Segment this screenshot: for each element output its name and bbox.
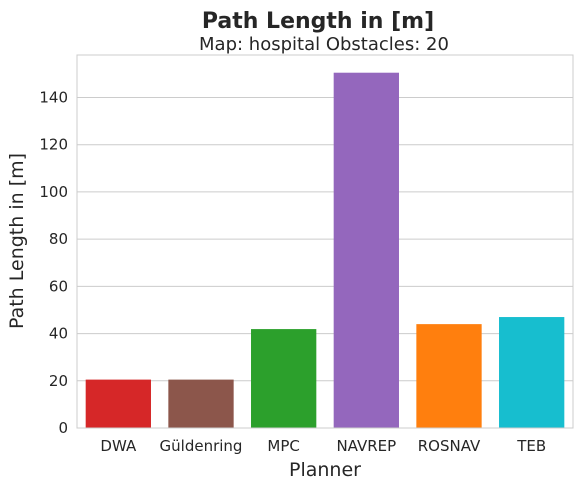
y-axis-ticks: 0 20 40 60 80 100 120 140 [39, 88, 68, 437]
y-tick-label: 100 [39, 183, 68, 201]
x-tick-label: NAVREP [336, 437, 396, 455]
x-tick-label: DWA [100, 437, 137, 455]
bar-teb [499, 317, 565, 428]
bar-g-ldenring [168, 379, 234, 428]
y-tick-label: 140 [39, 88, 68, 106]
bar-rosnav [416, 324, 482, 428]
y-tick-label: 120 [39, 136, 68, 154]
bar-series [85, 72, 565, 429]
y-tick-label: 40 [49, 325, 68, 343]
y-tick-label: 20 [49, 372, 68, 390]
bar-mpc [251, 329, 317, 428]
x-tick-label: Güldenring [160, 437, 243, 455]
bar-dwa [85, 379, 151, 428]
y-tick-label: 80 [49, 230, 68, 248]
x-tick-label: TEB [516, 437, 546, 455]
x-axis-ticks: DWA Güldenring MPC NAVREP ROSNAV TEB [100, 437, 546, 455]
bar-navrep [333, 72, 399, 429]
y-axis-label: Path Length in [m] [6, 153, 28, 329]
x-tick-label: MPC [267, 437, 299, 455]
chart-suptitle: Path Length in [m] [202, 9, 434, 34]
plot-frame [76, 54, 574, 429]
grid-lines [77, 96, 573, 429]
chart-title: Map: hospital Obstacles: 20 [199, 34, 449, 55]
x-tick-label: ROSNAV [418, 437, 481, 455]
y-tick-label: 60 [49, 277, 68, 295]
y-tick-label: 0 [58, 419, 68, 437]
x-axis-label: Planner [289, 459, 361, 481]
